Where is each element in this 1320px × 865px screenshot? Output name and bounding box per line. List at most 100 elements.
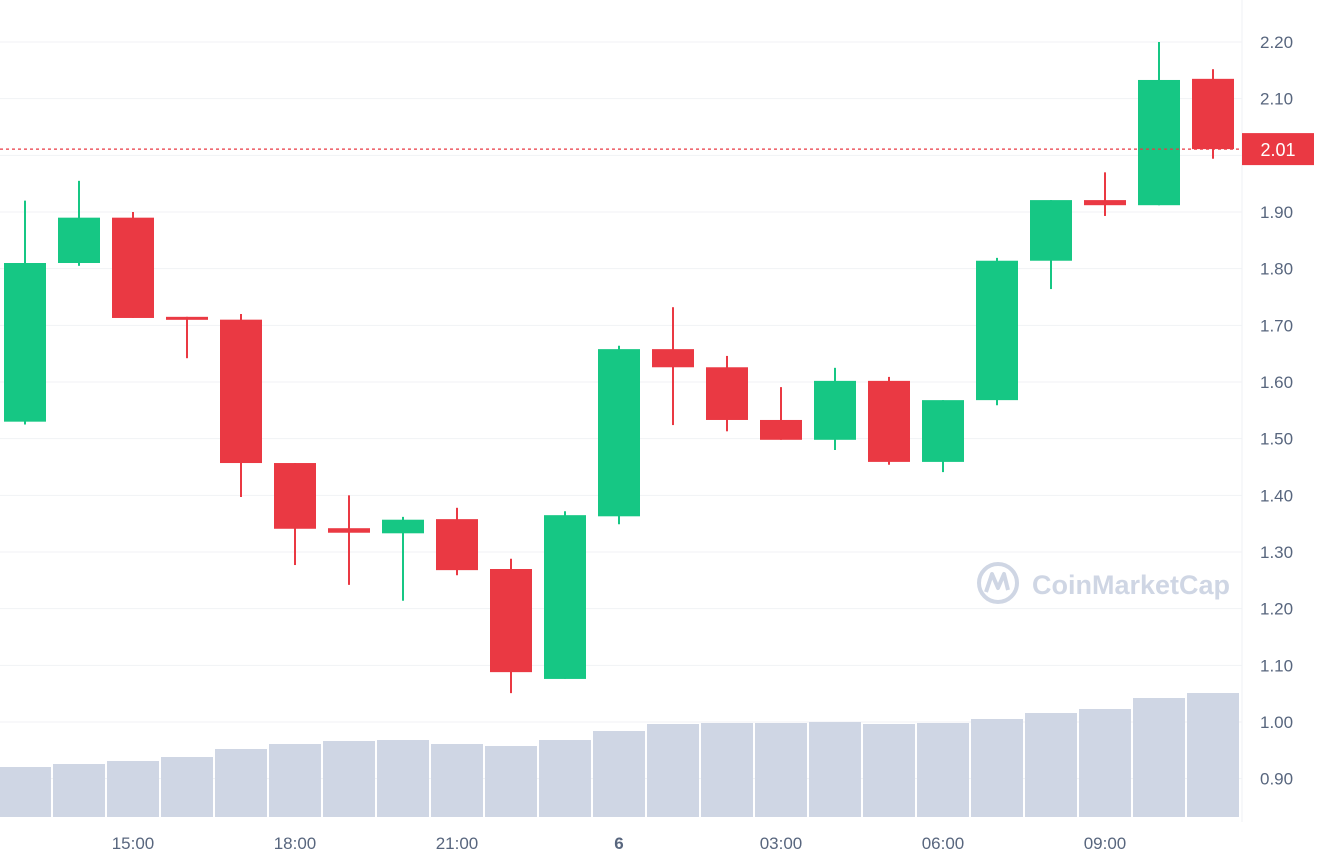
- candle-up: [58, 180, 100, 266]
- candle-body: [4, 263, 46, 422]
- watermark-text: CoinMarketCap: [1032, 570, 1230, 600]
- logo-mark-icon: [984, 572, 1010, 593]
- volume-bar: [1025, 713, 1077, 817]
- candle-body: [598, 349, 640, 517]
- watermark-logo: CoinMarketCap: [977, 562, 1230, 604]
- volume-bar: [431, 744, 483, 817]
- volume-bar: [1079, 709, 1131, 817]
- candle-body: [1138, 79, 1180, 206]
- candle-up: [976, 257, 1018, 406]
- candle-down: [1084, 172, 1126, 216]
- candle-body: [1192, 78, 1234, 150]
- y-tick-label: 1.60: [1260, 373, 1293, 392]
- candle-body: [328, 528, 370, 533]
- candle-body: [976, 260, 1018, 401]
- volume-bar: [0, 767, 51, 817]
- volume-bar: [647, 724, 699, 817]
- candle-body: [58, 217, 100, 264]
- candle-body: [544, 515, 586, 679]
- candles: [4, 42, 1234, 694]
- x-tick-label: 15:00: [112, 834, 155, 853]
- current-price-label: [1242, 133, 1314, 166]
- y-tick-label: 1.90: [1260, 203, 1293, 222]
- volume-bar: [1187, 693, 1239, 817]
- candle-body: [490, 569, 532, 673]
- volume-bar: [215, 749, 267, 817]
- volume-bar: [917, 723, 969, 817]
- volume-bar: [755, 723, 807, 817]
- volume-bar: [593, 731, 645, 817]
- candle-up: [598, 345, 640, 525]
- y-tick-label: 0.90: [1260, 770, 1293, 789]
- volume-bar: [809, 722, 861, 817]
- candle-body: [652, 349, 694, 368]
- candle-body: [760, 419, 802, 440]
- candle-body: [868, 380, 910, 462]
- candle-body: [1030, 200, 1072, 261]
- volume-bars: [0, 693, 1239, 817]
- candle-up: [1030, 200, 1072, 290]
- candle-body: [814, 380, 856, 440]
- x-tick-label: 03:00: [760, 834, 803, 853]
- candle-body: [706, 367, 748, 420]
- volume-bar: [971, 719, 1023, 817]
- volume-bar: [701, 723, 753, 817]
- y-tick-label: 1.00: [1260, 713, 1293, 732]
- candle-down: [760, 387, 802, 440]
- y-tick-label: 1.40: [1260, 486, 1293, 505]
- candle-body: [382, 519, 424, 534]
- candle-down: [220, 314, 262, 498]
- y-tick-label: 1.10: [1260, 656, 1293, 675]
- x-axis: 15:00 18:00 21:00 6 03:00 06:00 09:00: [112, 834, 1127, 853]
- candle-body: [220, 319, 262, 464]
- volume-bar: [1133, 698, 1185, 817]
- x-tick-label: 18:00: [274, 834, 317, 853]
- volume-bar: [377, 740, 429, 817]
- x-tick-label: 09:00: [1084, 834, 1127, 853]
- candle-down: [490, 558, 532, 694]
- current-price-text: 2.01: [1260, 140, 1295, 160]
- candle-down: [868, 376, 910, 465]
- candle-down: [706, 355, 748, 432]
- y-tick-label: 1.80: [1260, 260, 1293, 279]
- x-tick-label: 21:00: [436, 834, 479, 853]
- candle-body: [436, 519, 478, 571]
- candle-body: [274, 463, 316, 529]
- volume-bar: [863, 724, 915, 817]
- candle-body: [166, 316, 208, 320]
- y-tick-label: 1.30: [1260, 543, 1293, 562]
- candle-down: [274, 463, 316, 566]
- candle-down: [436, 507, 478, 576]
- candle-body: [1084, 200, 1126, 206]
- volume-bar: [323, 741, 375, 817]
- volume-bar: [107, 761, 159, 817]
- x-tick-label: 6: [614, 834, 623, 853]
- candle-up: [544, 511, 586, 679]
- candle-down: [1192, 69, 1234, 159]
- candle-down: [328, 495, 370, 585]
- candle-body: [112, 217, 154, 318]
- x-tick-label: 06:00: [922, 834, 965, 853]
- candle-down: [652, 307, 694, 426]
- y-tick-label: 1.50: [1260, 430, 1293, 449]
- y-tick-label: 1.70: [1260, 316, 1293, 335]
- y-tick-label: 2.10: [1260, 90, 1293, 109]
- volume-bar: [539, 740, 591, 817]
- candle-up: [814, 367, 856, 451]
- candle-body: [922, 400, 964, 462]
- candle-down: [112, 212, 154, 318]
- candle-up: [382, 516, 424, 601]
- y-axis: 2.20 2.10 1.90 1.80 1.70 1.60 1.50 1.40 1.30 1.20…: [1260, 33, 1293, 789]
- y-tick-label: 1.20: [1260, 600, 1293, 619]
- candle-up: [4, 200, 46, 425]
- volume-bar: [269, 744, 321, 817]
- volume-bar: [485, 746, 537, 817]
- candle-down: [166, 316, 208, 359]
- y-tick-label: 2.20: [1260, 33, 1293, 52]
- coinmarketcap-logo-icon: [977, 562, 1019, 604]
- candle-up: [922, 400, 964, 473]
- volume-bar: [161, 757, 213, 817]
- volume-bar: [53, 764, 105, 817]
- candle-up: [1138, 42, 1180, 206]
